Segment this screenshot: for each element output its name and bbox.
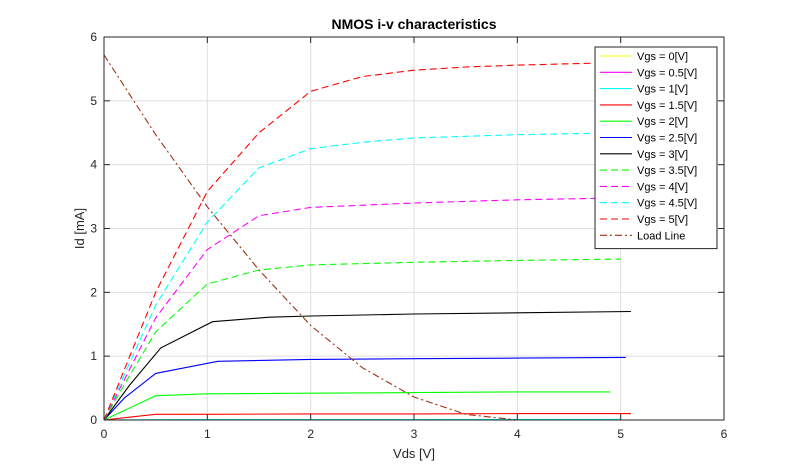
legend-label-10: Vgs = 5[V] bbox=[637, 214, 688, 226]
legend-label-11: Load Line bbox=[637, 230, 685, 242]
legend-label-4: Vgs = 2[V] bbox=[637, 116, 688, 128]
y-tick-label: 4 bbox=[90, 158, 97, 172]
legend-label-0: Vgs = 0[V] bbox=[637, 51, 688, 63]
y-tick-label: 0 bbox=[90, 413, 97, 427]
legend-label-1: Vgs = 0.5[V] bbox=[637, 67, 697, 79]
x-tick-label: 3 bbox=[411, 427, 418, 441]
y-tick-label: 2 bbox=[90, 285, 97, 299]
y-axis-label: Id [mA] bbox=[72, 208, 87, 249]
legend-label-3: Vgs = 1.5[V] bbox=[637, 100, 697, 112]
legend-label-2: Vgs = 1[V] bbox=[637, 84, 688, 96]
y-tick-label: 3 bbox=[90, 222, 97, 236]
x-tick-label: 5 bbox=[617, 427, 624, 441]
x-axis-label: Vds [V] bbox=[393, 446, 435, 461]
legend: Vgs = 0[V] Vgs = 0.5[V] Vgs = 1[V] Vgs = 1.… bbox=[594, 46, 718, 250]
legend-label-8: Vgs = 4[V] bbox=[637, 181, 688, 193]
series-line-4 bbox=[103, 391, 611, 421]
x-tick-label: 6 bbox=[721, 427, 728, 441]
series-line-6 bbox=[103, 310, 632, 421]
y-tick-label: 1 bbox=[90, 349, 97, 363]
series-line-5 bbox=[103, 356, 626, 421]
legend-box bbox=[594, 46, 718, 250]
x-tick-label: 0 bbox=[101, 427, 108, 441]
axis-ticks: 0 1 2 3 4 5 6 0 1 2 3 4 5 6 bbox=[90, 30, 727, 441]
series-line-11 bbox=[103, 54, 518, 421]
series-line-10 bbox=[103, 61, 621, 421]
series-line-9 bbox=[103, 132, 621, 421]
y-tick-label: 6 bbox=[90, 30, 97, 44]
x-tick-label: 2 bbox=[307, 427, 314, 441]
y-tick-label: 5 bbox=[90, 94, 97, 108]
legend-label-6: Vgs = 3[V] bbox=[637, 149, 688, 161]
legend-label-7: Vgs = 3.5[V] bbox=[637, 165, 697, 177]
x-tick-label: 1 bbox=[204, 427, 211, 441]
x-tick-label: 4 bbox=[514, 427, 521, 441]
series-line-8 bbox=[103, 197, 621, 421]
series-line-3 bbox=[103, 413, 631, 421]
legend-label-9: Vgs = 4.5[V] bbox=[637, 198, 697, 210]
legend-label-5: Vgs = 2.5[V] bbox=[637, 133, 697, 145]
chart-title: NMOS i-v characteristics bbox=[332, 16, 497, 32]
